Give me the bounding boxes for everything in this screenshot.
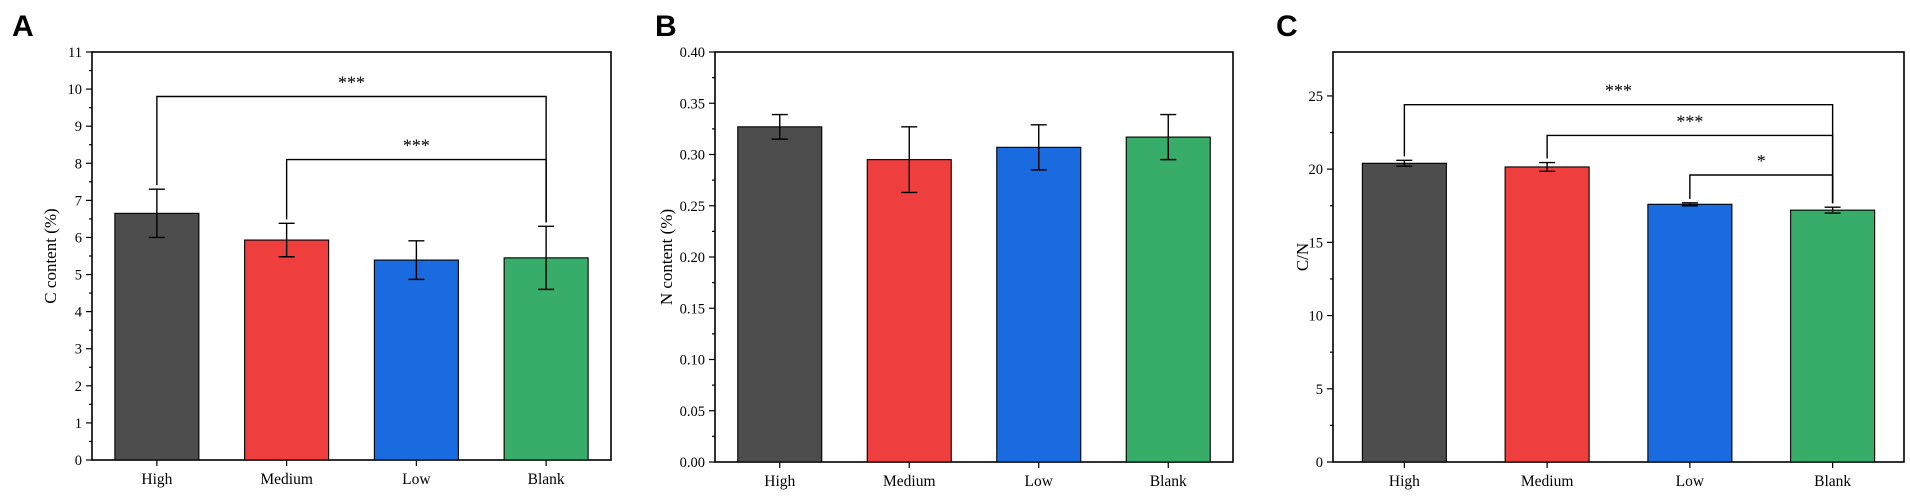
significance-label: * (1757, 151, 1766, 171)
bar-low (996, 146, 1082, 463)
y-tick-label: 0.40 (680, 45, 705, 61)
x-tick-label: Medium (1521, 473, 1574, 490)
x-tick-label: Blank (1814, 473, 1851, 490)
x-tick-label: High (141, 471, 172, 488)
bar-blank (1125, 136, 1211, 463)
x-tick-label: High (764, 473, 795, 490)
y-tick-label: 0.20 (680, 250, 705, 266)
y-tick-label: 8 (75, 156, 82, 172)
y-tick-label: 0.30 (680, 148, 705, 164)
y-tick-label: 4 (75, 305, 83, 321)
y-tick-label: 15 (1309, 235, 1324, 251)
x-tick-label: Blank (528, 471, 565, 488)
significance-bracket (285, 158, 547, 223)
bar-medium (866, 159, 952, 463)
bar-medium (1504, 166, 1590, 463)
y-tick-label: 0 (1316, 455, 1323, 471)
y-axis-label: C/N (1293, 243, 1312, 271)
y-tick-label: 11 (68, 45, 82, 61)
y-tick-label: 5 (75, 268, 82, 284)
bar-high (1361, 162, 1447, 463)
y-tick-label: 6 (75, 230, 82, 246)
x-tick-label: Low (1676, 473, 1705, 490)
y-tick-label: 7 (75, 193, 82, 209)
x-tick-label: Blank (1150, 473, 1187, 490)
x-tick-label: Low (402, 471, 431, 488)
significance-bracket (1689, 174, 1834, 204)
plot-frame (1332, 51, 1905, 463)
significance-label: *** (1605, 81, 1632, 101)
panel-letter: C (1276, 10, 1298, 43)
y-tick-label: 0.25 (680, 199, 705, 215)
panel-letter: A (12, 10, 34, 43)
y-tick-label: 1 (75, 416, 82, 432)
x-tick-label: Low (1025, 473, 1054, 490)
y-tick-label: 0.05 (680, 404, 705, 420)
y-tick-label: 9 (75, 119, 82, 135)
chart-panel-b: B 0.00 0.05 0.10 0.15 0.20 0.25 0.30 0.35 0.40 N c… (655, 10, 1234, 490)
bar-blank (1790, 209, 1876, 463)
y-tick-label: 10 (68, 82, 83, 98)
x-tick-label: Medium (260, 471, 313, 488)
y-tick-label: 2 (75, 379, 82, 395)
y-tick-label: 0.00 (680, 455, 705, 471)
chart-panel-a: A 0 1 2 3 4 5 6 7 8 9 10 11 C content (%) High Medium Lo… (12, 10, 612, 488)
bar-high (737, 126, 823, 463)
significance-label: *** (403, 136, 430, 156)
significance-label: *** (1676, 111, 1703, 131)
y-tick-label: 5 (1316, 382, 1323, 398)
significance-bracket (1546, 134, 1834, 204)
y-axis-label: N content (%) (657, 209, 676, 305)
bar-low (373, 259, 459, 461)
x-tick-label: High (1389, 473, 1420, 490)
y-tick-label: 3 (75, 342, 82, 358)
y-tick-label: 0.35 (680, 96, 705, 112)
y-tick-label: 20 (1309, 162, 1324, 178)
y-tick-label: 0.10 (680, 353, 705, 369)
panel-letter: B (655, 10, 677, 43)
bar-high (114, 212, 200, 461)
significance-bracket (1403, 104, 1834, 204)
y-axis-label: C content (%) (41, 208, 60, 303)
bar-medium (244, 239, 330, 461)
y-tick-label: 10 (1309, 309, 1324, 325)
bar-blank (503, 257, 589, 461)
y-tick-label: 0 (75, 453, 82, 469)
bar-low (1647, 203, 1733, 463)
x-tick-label: Medium (883, 473, 936, 490)
y-tick-label: 0.15 (680, 301, 705, 317)
significance-label: *** (338, 73, 365, 93)
y-tick-label: 25 (1309, 89, 1324, 105)
